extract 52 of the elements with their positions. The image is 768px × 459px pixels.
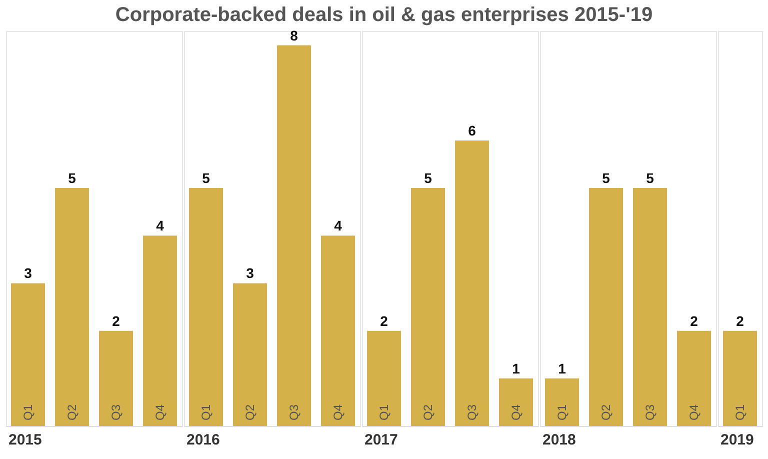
bar	[367, 330, 401, 426]
bar	[499, 378, 533, 426]
x-tick-label: Q2	[421, 404, 435, 421]
bar	[277, 45, 311, 426]
data-label: 5	[602, 170, 610, 186]
data-label: 5	[424, 170, 432, 186]
data-label: 4	[156, 218, 164, 234]
x-tick-label: Q4	[153, 404, 167, 421]
x-axis-title: 2019	[720, 432, 754, 448]
x-axis-title: 2018	[542, 432, 576, 448]
x-axis-title: 2016	[186, 432, 220, 448]
bar	[55, 188, 89, 426]
x-tick-label: Q1	[199, 404, 213, 421]
x-tick-label: Q3	[643, 404, 657, 421]
bar	[11, 283, 45, 426]
data-label: 5	[202, 170, 210, 186]
x-tick-label: Q1	[377, 404, 391, 421]
x-tick-label: Q1	[555, 404, 569, 421]
data-label: 2	[112, 312, 120, 329]
x-tick-label: Q2	[599, 404, 613, 421]
x-axis-title: 2015	[8, 432, 42, 448]
x-tick-label: Q4	[509, 404, 523, 421]
data-label: 2	[736, 312, 744, 329]
x-axis-title: 2017	[364, 432, 398, 448]
bar	[189, 188, 223, 426]
data-label: 1	[512, 360, 520, 376]
x-tick-label: Q3	[287, 404, 301, 421]
x-tick-label: Q2	[65, 404, 79, 421]
data-label: 5	[646, 170, 654, 186]
bar	[455, 140, 489, 426]
bar	[411, 188, 445, 426]
bar	[321, 236, 355, 426]
x-tick-label: Q3	[465, 404, 479, 421]
x-tick-label: Q2	[243, 404, 257, 421]
data-label: 4	[334, 218, 342, 234]
x-tick-label: Q4	[687, 404, 701, 421]
x-tick-label: Q1	[733, 404, 747, 421]
text: Corporate-backed deals in oil & gas enterprises 2015-'19	[115, 4, 653, 26]
x-tick-label: Q3	[109, 404, 123, 421]
bar	[99, 330, 133, 426]
data-label: 6	[468, 122, 476, 138]
data-label: 2	[380, 312, 388, 329]
data-label: 3	[246, 265, 254, 282]
x-tick-label: Q1	[21, 404, 35, 421]
data-label: 1	[558, 360, 566, 376]
data-label: 8	[290, 27, 298, 44]
bar	[233, 283, 267, 426]
data-label: 2	[690, 312, 698, 329]
data-label: 5	[68, 170, 76, 186]
bar	[143, 236, 177, 426]
x-tick-label: Q4	[331, 404, 345, 421]
data-label: 3	[24, 265, 32, 282]
